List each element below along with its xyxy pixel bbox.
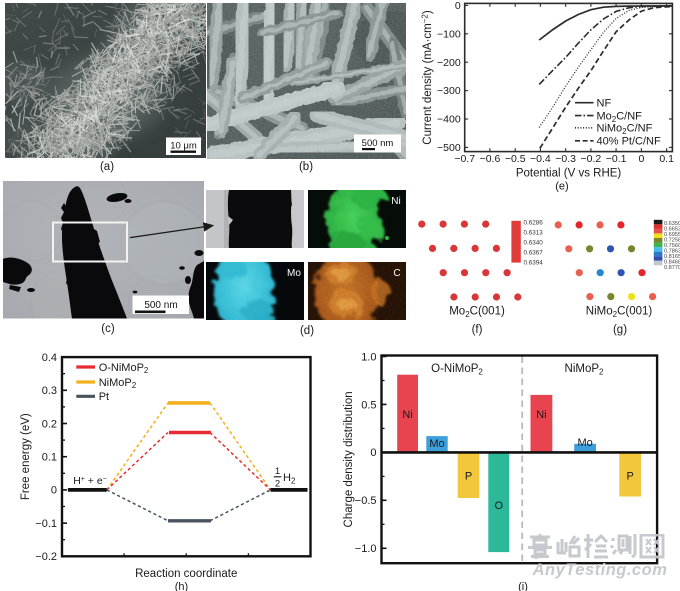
svg-text:1.0: 1.0 xyxy=(361,351,376,363)
svg-text:−1.0: −1.0 xyxy=(355,543,377,555)
svg-text:−0.2: −0.2 xyxy=(35,551,57,563)
svg-text:0.2: 0.2 xyxy=(42,418,57,430)
svg-text:0.6340: 0.6340 xyxy=(524,239,544,246)
svg-text:−500: −500 xyxy=(437,142,461,154)
svg-text:Reaction coordinate: Reaction coordinate xyxy=(135,568,237,580)
svg-text:0.3: 0.3 xyxy=(42,385,57,397)
svg-text:0: 0 xyxy=(638,153,644,165)
svg-text:Potential (V vs RHE): Potential (V vs RHE) xyxy=(516,168,622,180)
svg-text:Charge density distribution: Charge density distribution xyxy=(343,391,355,527)
svg-text:0.6286: 0.6286 xyxy=(524,219,544,226)
svg-text:0.1: 0.1 xyxy=(42,452,57,464)
svg-text:(h): (h) xyxy=(175,581,188,591)
svg-text:0.7560: 0.7560 xyxy=(664,243,680,249)
svg-text:NiMoP2: NiMoP2 xyxy=(99,377,137,390)
svg-text:NF: NF xyxy=(597,98,612,110)
svg-text:0.6653: 0.6653 xyxy=(664,227,680,233)
svg-text:NiMoP2: NiMoP2 xyxy=(565,363,605,376)
svg-text:−0.6: −0.6 xyxy=(480,153,501,165)
svg-text:−0.2: −0.2 xyxy=(581,153,602,165)
svg-text:0.6394: 0.6394 xyxy=(524,259,544,266)
svg-text:Mo: Mo xyxy=(577,437,592,449)
svg-text:0.8165: 0.8165 xyxy=(664,254,680,260)
svg-text:P: P xyxy=(465,471,472,483)
svg-text:0.6955: 0.6955 xyxy=(664,232,680,238)
svg-text:Ni: Ni xyxy=(402,409,412,421)
svg-text:0.4: 0.4 xyxy=(42,352,57,364)
svg-text:−0.1: −0.1 xyxy=(35,518,57,530)
svg-text:0.8468: 0.8468 xyxy=(664,259,680,265)
svg-text:Pt: Pt xyxy=(99,391,109,403)
svg-text:−0.5: −0.5 xyxy=(355,495,377,507)
svg-text:0.1: 0.1 xyxy=(659,153,674,165)
svg-text:NiMo2C(001): NiMo2C(001) xyxy=(586,306,653,319)
svg-text:0.6313: 0.6313 xyxy=(524,229,544,236)
svg-text:0: 0 xyxy=(455,0,461,12)
svg-text:Mo: Mo xyxy=(287,268,301,279)
svg-text:1: 1 xyxy=(275,466,280,477)
svg-text:−400: −400 xyxy=(437,114,461,126)
svg-text:Ni: Ni xyxy=(536,409,546,421)
svg-text:−200: −200 xyxy=(437,57,461,69)
svg-text:40% Pt/C/NF: 40% Pt/C/NF xyxy=(597,136,661,148)
svg-text:0: 0 xyxy=(51,485,57,497)
svg-text:Ni: Ni xyxy=(391,196,400,207)
svg-text:0.5: 0.5 xyxy=(361,399,376,411)
svg-text:−0.1: −0.1 xyxy=(606,153,627,165)
svg-text:500 nm: 500 nm xyxy=(144,300,177,311)
svg-text:500 nm: 500 nm xyxy=(362,138,394,149)
svg-text:Mo: Mo xyxy=(429,438,444,450)
svg-text:−0.4: −0.4 xyxy=(530,153,551,165)
svg-text:0.6350: 0.6350 xyxy=(664,221,680,227)
svg-text:0.7863: 0.7863 xyxy=(664,248,680,254)
svg-text:Mo2C/NF: Mo2C/NF xyxy=(597,110,643,123)
svg-text:O-NiMoP2: O-NiMoP2 xyxy=(99,362,149,375)
svg-text:0.7258: 0.7258 xyxy=(664,238,680,244)
svg-text:−300: −300 xyxy=(437,85,461,97)
svg-text:0: 0 xyxy=(370,447,376,459)
svg-text:O: O xyxy=(495,500,504,512)
svg-text:H2: H2 xyxy=(283,472,296,485)
svg-text:Mo2C(001): Mo2C(001) xyxy=(449,306,505,319)
svg-text:P: P xyxy=(627,471,634,483)
svg-text:0.8770: 0.8770 xyxy=(664,265,680,271)
svg-text:0.6367: 0.6367 xyxy=(524,249,544,256)
svg-text:O-NiMoP2: O-NiMoP2 xyxy=(431,363,483,376)
svg-text:−0.3: −0.3 xyxy=(555,153,576,165)
svg-text:NiMo2C/NF: NiMo2C/NF xyxy=(597,123,653,136)
svg-text:10 μm: 10 μm xyxy=(170,140,197,151)
svg-text:C: C xyxy=(393,268,400,279)
svg-text:(i): (i) xyxy=(518,581,528,591)
svg-text:H+ + e−: H+ + e− xyxy=(73,475,107,487)
svg-text:2: 2 xyxy=(275,479,280,490)
svg-text:Current density (mA·cm−2): Current density (mA·cm−2) xyxy=(421,10,435,145)
svg-text:Free energy (eV): Free energy (eV) xyxy=(20,413,32,500)
svg-text:−0.5: −0.5 xyxy=(505,153,526,165)
svg-text:−0.7: −0.7 xyxy=(454,153,475,165)
svg-text:(e): (e) xyxy=(555,181,568,193)
svg-text:−100: −100 xyxy=(437,28,461,40)
